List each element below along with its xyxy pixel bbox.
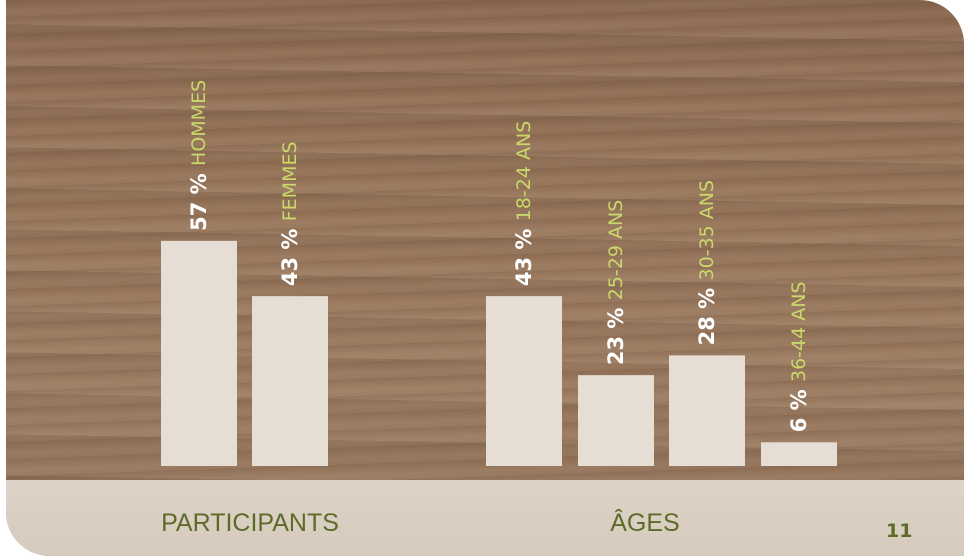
- bar-value-label: 57 %: [187, 166, 211, 231]
- bar-annotation-0-1: 43 % FEMMES: [278, 141, 302, 286]
- bar-1-3: [761, 442, 837, 466]
- bar-annotation-1-0: 43 % 18-24 ANS: [512, 121, 536, 286]
- bar-category-label: HOMMES: [188, 80, 210, 166]
- bar-value-label: 6 %: [787, 382, 811, 432]
- page-number: 11: [886, 520, 913, 542]
- bar-0-0: [161, 240, 237, 466]
- bar-category-label: FEMMES: [279, 141, 301, 221]
- bar-category-label: 36-44 ANS: [788, 281, 810, 382]
- bar-value-label: 43 %: [278, 221, 302, 286]
- bar-annotation-0-0: 57 % HOMMES: [187, 80, 211, 231]
- category-label-ages: ÂGES: [610, 509, 680, 537]
- category-label-participants: PARTICIPANTS: [161, 509, 339, 537]
- bar-value-label: 43 %: [512, 221, 536, 286]
- bar-category-label: 25-29 ANS: [605, 200, 627, 301]
- bar-1-2: [669, 355, 745, 466]
- bar-category-label: 30-35 ANS: [696, 180, 718, 281]
- bar-value-label: 23 %: [604, 300, 628, 365]
- bar-annotation-1-1: 23 % 25-29 ANS: [604, 200, 628, 365]
- bar-category-label: 18-24 ANS: [513, 121, 535, 222]
- bar-annotation-1-3: 6 % 36-44 ANS: [787, 281, 811, 432]
- bar-1-1: [578, 375, 654, 466]
- bar-0-1: [252, 296, 328, 466]
- bar-1-0: [486, 296, 562, 466]
- bar-value-label: 28 %: [695, 281, 719, 346]
- category-footer: [6, 480, 964, 556]
- bar-annotation-1-2: 28 % 30-35 ANS: [695, 180, 719, 345]
